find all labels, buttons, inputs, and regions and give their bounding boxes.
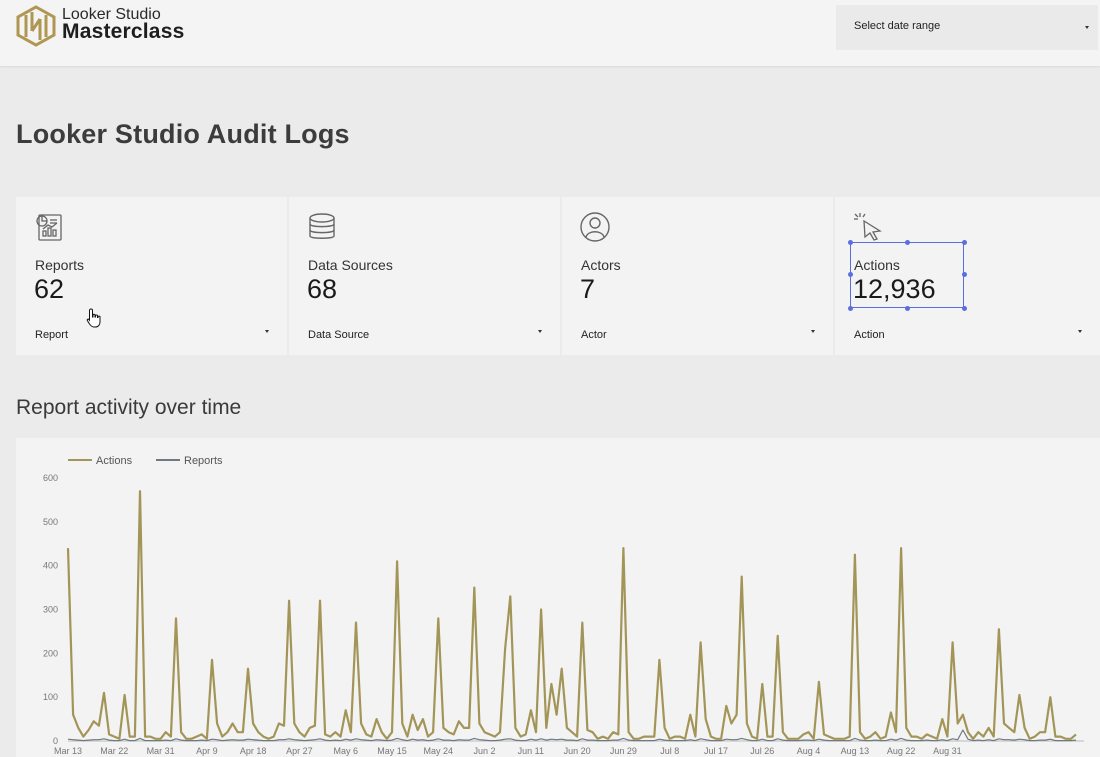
y-tick-label: 300 (43, 605, 58, 615)
kpi-row: Reports 62 Report Data Sources 68 Data S… (16, 197, 1100, 355)
report-chart-icon (36, 214, 62, 241)
filter-label: Report (35, 329, 69, 341)
resize-handle[interactable] (905, 239, 910, 245)
y-tick-label: 500 (43, 517, 58, 527)
date-range-label: Select date range (854, 20, 941, 32)
series-line-actions (66, 490, 1077, 740)
chevron-down-icon (811, 330, 815, 333)
data-source-filter-dropdown[interactable]: Data Source (308, 325, 546, 341)
chevron-down-icon (1078, 330, 1082, 333)
x-tick-label: Jun 2 (474, 746, 496, 756)
filter-label: Actor (581, 329, 607, 341)
filter-label: Data Source (308, 329, 370, 341)
kpi-card-actors: Actors 7 Actor (562, 197, 833, 355)
date-range-select[interactable]: Select date range (836, 5, 1098, 50)
activity-chart-card: 0 100 200 300 400 500 600 Mar 13 Mar 22 Mar 31 Apr… (16, 438, 1100, 757)
kpi-value: 62 (34, 274, 65, 304)
y-tick-label: 400 (43, 561, 58, 571)
legend-label: Actions (96, 455, 133, 467)
x-tick-label: Jul 8 (660, 746, 679, 756)
y-tick-label: 600 (43, 473, 58, 483)
resize-handle[interactable] (847, 239, 853, 245)
x-tick-label: Apr 9 (196, 746, 218, 756)
kpi-label: Data Sources (308, 257, 393, 273)
kpi-card-data-sources: Data Sources 68 Data Source (289, 197, 560, 355)
x-tick-label: Jul 26 (750, 746, 774, 756)
database-icon (309, 213, 335, 239)
x-tick-label: May 15 (377, 746, 407, 756)
activity-line-chart: 0 100 200 300 400 500 600 Mar 13 Mar 22 Mar 31 Apr… (43, 455, 1084, 756)
resize-handle[interactable] (905, 305, 910, 311)
x-tick-label: May 6 (333, 746, 358, 756)
kpi-card-actions[interactable]: Actions 12,936 Action (835, 197, 1100, 355)
masterclass-logo (16, 5, 56, 47)
chevron-down-icon (538, 330, 542, 333)
x-tick-label: Aug 4 (797, 746, 821, 756)
kpi-label: Actions (854, 257, 900, 273)
y-tick-label: 200 (43, 648, 58, 658)
x-tick-label: Apr 18 (240, 746, 267, 756)
brand-name-line1: Looker Studio (62, 6, 161, 23)
kpi-label: Actors (581, 257, 621, 273)
action-filter-dropdown[interactable]: Action (854, 325, 1086, 341)
x-tick-label: Aug 31 (933, 746, 962, 756)
resize-handle[interactable] (961, 272, 967, 277)
page-title: Looker Studio Audit Logs (16, 119, 350, 149)
brand-name-line2: Masterclass (62, 20, 185, 43)
legend-label: Reports (184, 455, 223, 467)
x-tick-label: Jun 29 (610, 746, 637, 756)
actor-filter-dropdown[interactable]: Actor (581, 325, 819, 341)
x-tick-label: May 24 (424, 746, 454, 756)
y-tick-label: 100 (43, 692, 58, 702)
kpi-value: 68 (307, 274, 338, 304)
chevron-down-icon (1085, 26, 1089, 29)
kpi-card-reports: Reports 62 Report (16, 197, 287, 355)
series-line-reports (67, 729, 1077, 742)
resize-handle[interactable] (961, 305, 967, 311)
x-tick-label: Jul 17 (704, 746, 728, 756)
top-header: Looker Studio Masterclass Select date ra… (0, 0, 1100, 66)
section-title: Report activity over time (16, 396, 242, 419)
hand-pointer-icon (86, 308, 101, 328)
selection-box[interactable] (847, 239, 967, 311)
resize-handle[interactable] (847, 272, 853, 277)
x-tick-label: Jun 11 (518, 746, 544, 756)
x-tick-label: Apr 27 (286, 746, 313, 756)
x-tick-label: Aug 13 (841, 746, 870, 756)
x-tick-label: Jun 20 (564, 746, 591, 756)
x-tick-label: Aug 22 (887, 746, 916, 756)
x-tick-label: Mar 22 (100, 746, 128, 756)
user-circle-icon (580, 212, 610, 242)
click-cursor-icon (854, 213, 882, 241)
kpi-value: 12,936 (853, 274, 936, 304)
resize-handle[interactable] (847, 305, 853, 311)
report-filter-dropdown[interactable]: Report (35, 325, 273, 341)
filter-label: Action (854, 329, 885, 341)
kpi-value: 7 (580, 274, 596, 304)
x-tick-label: Mar 13 (54, 746, 82, 756)
resize-handle[interactable] (961, 239, 967, 245)
chevron-down-icon (265, 330, 269, 333)
x-tick-label: Mar 31 (147, 746, 175, 756)
kpi-label: Reports (35, 257, 85, 273)
y-tick-label: 0 (53, 736, 58, 746)
